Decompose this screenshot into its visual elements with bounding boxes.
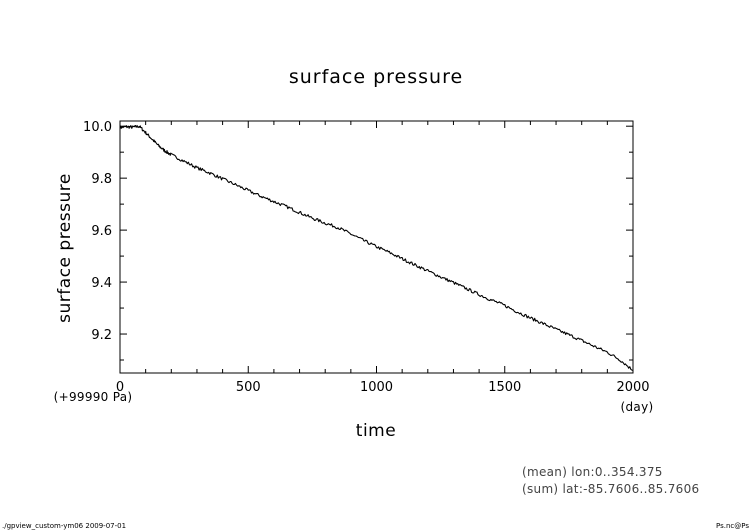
x-tick-label: 500 — [236, 380, 261, 395]
y-tick-label: 9.2 — [91, 328, 112, 343]
y-tick-label: 9.8 — [91, 172, 112, 187]
series-line — [119, 124, 634, 371]
footer-right: Ps.nc@Ps — [716, 522, 749, 530]
mean-note: (mean) lon:0..354.375 — [522, 465, 663, 479]
axis-ticks — [119, 121, 634, 373]
axis-tick-labels: 0 500 1000 1500 2000 9.2 9.4 9.6 9.8 10.0 — [83, 120, 650, 395]
x-axis-label: time — [356, 421, 396, 441]
sum-note: (sum) lat:-85.7606..85.7606 — [522, 482, 699, 496]
x-unit-label: (day) — [621, 400, 654, 414]
y-axis-label: surface pressure — [55, 173, 75, 323]
y-tick-label: 10.0 — [83, 120, 112, 135]
y-tick-label: 9.4 — [91, 276, 112, 291]
x-tick-label: 0 — [116, 380, 124, 395]
x-tick-label: 1000 — [360, 380, 393, 395]
x-tick-label: 2000 — [616, 380, 649, 395]
y-offset-label: (+99990 Pa) — [54, 390, 133, 404]
footer-left: ./gpview_custom-ym06 2009-07-01 — [2, 522, 126, 530]
y-tick-label: 9.6 — [91, 224, 112, 239]
chart-title: surface pressure — [289, 66, 463, 88]
x-tick-label: 1500 — [488, 380, 521, 395]
